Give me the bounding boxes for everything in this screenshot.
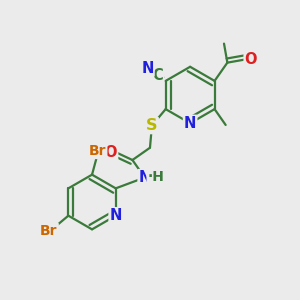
Text: O: O — [105, 145, 117, 160]
Text: Br: Br — [89, 144, 106, 158]
Text: S: S — [146, 118, 158, 133]
Text: C: C — [152, 68, 163, 82]
Text: N: N — [110, 208, 122, 223]
Text: Br: Br — [40, 224, 58, 238]
Text: N: N — [139, 170, 151, 185]
Text: N: N — [141, 61, 154, 76]
Text: O: O — [244, 52, 257, 67]
Text: ·H: ·H — [148, 170, 164, 184]
Text: N: N — [184, 116, 196, 131]
